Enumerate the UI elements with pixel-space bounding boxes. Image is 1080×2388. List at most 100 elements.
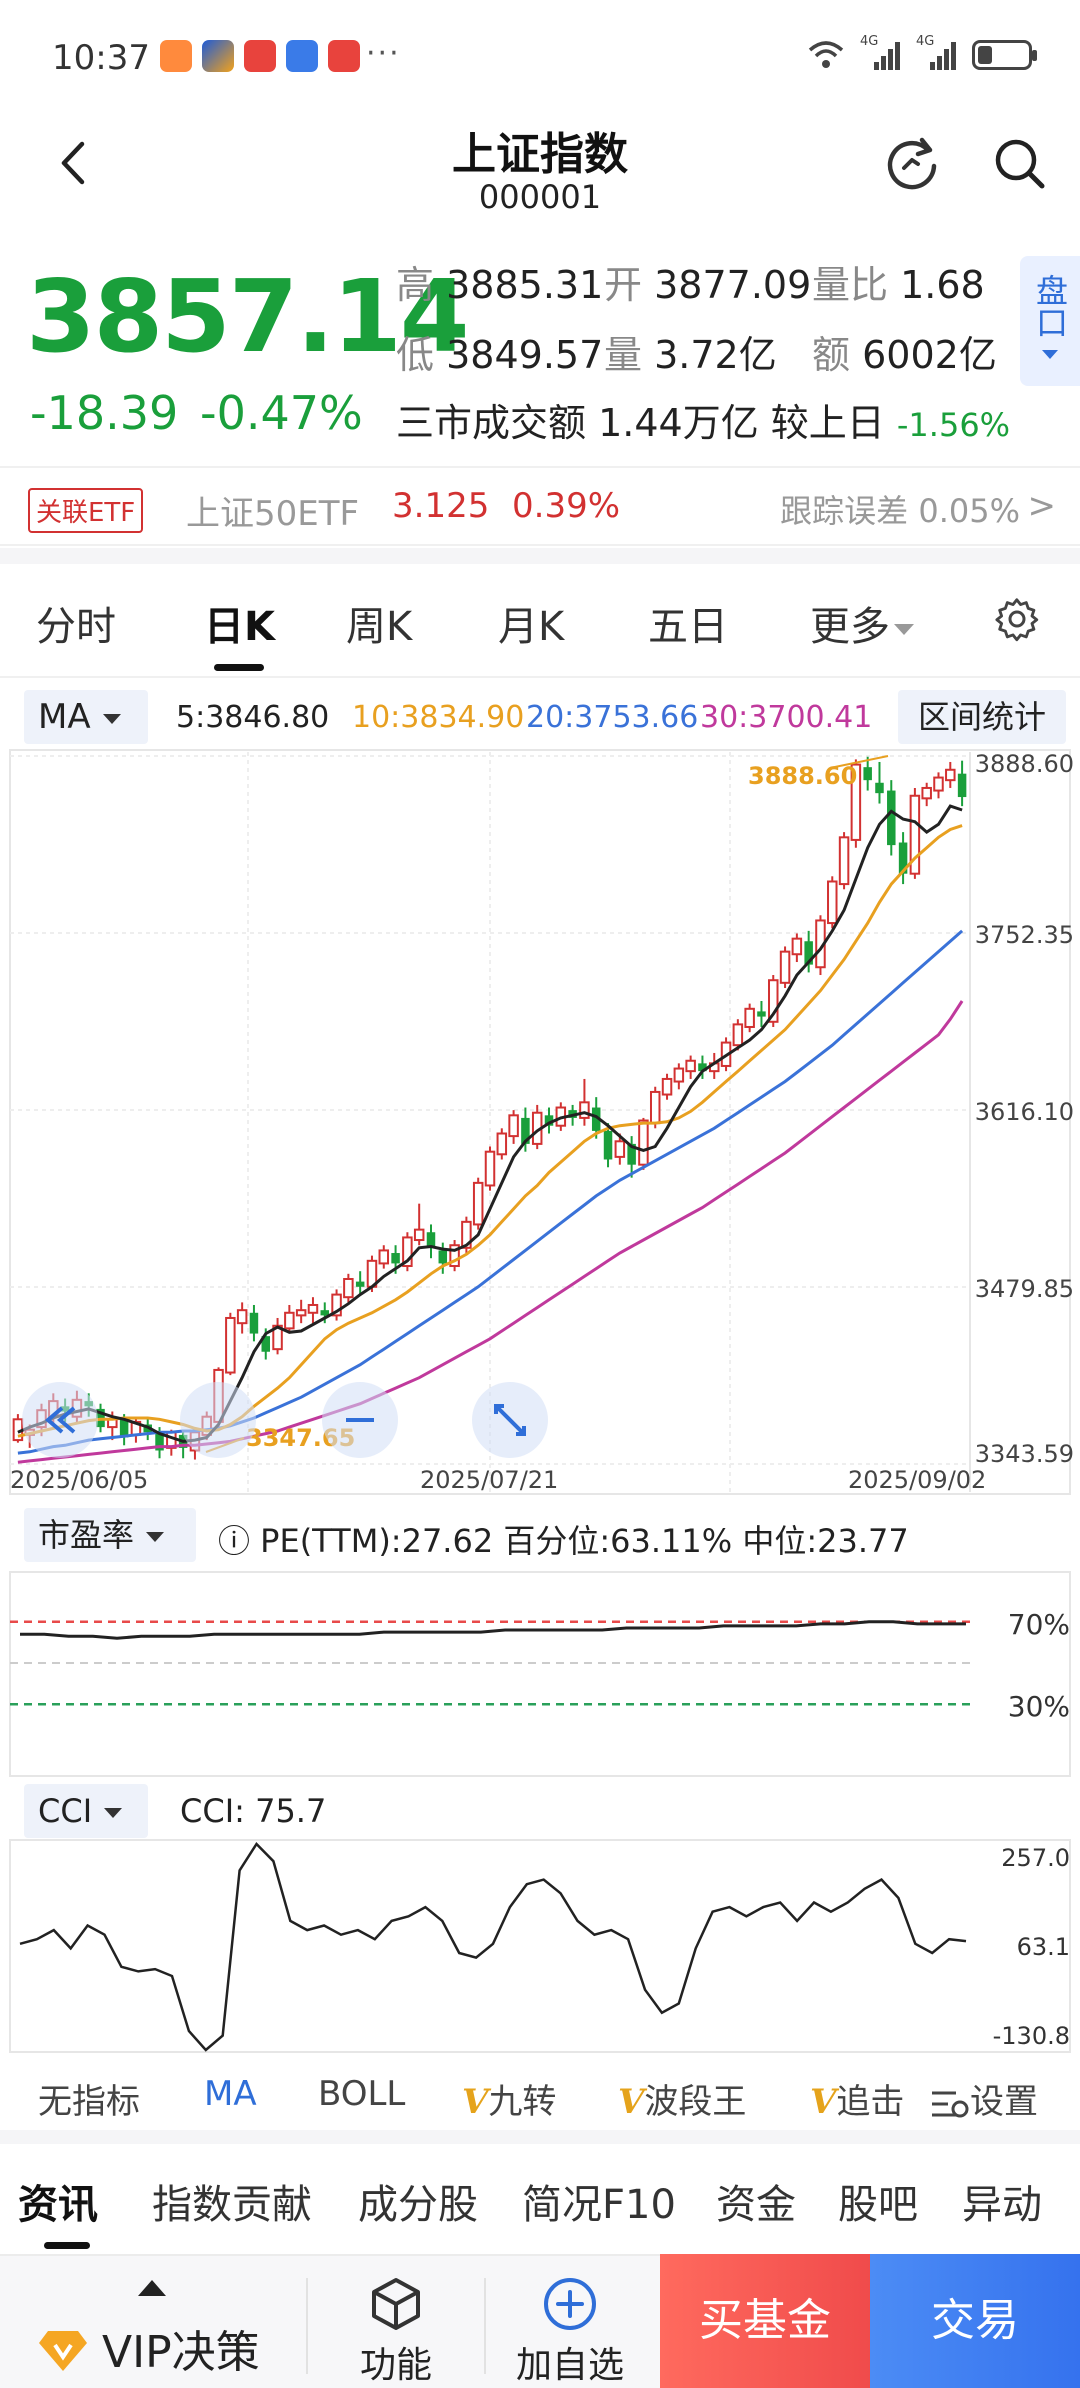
candle	[627, 1136, 636, 1178]
candle	[921, 782, 932, 807]
candle	[249, 1304, 259, 1342]
candle	[449, 1240, 460, 1272]
candle-body	[627, 1143, 636, 1165]
indicator-ma[interactable]: MA	[204, 2074, 257, 2114]
candle-body	[768, 979, 779, 1023]
tab-constituents[interactable]: 成分股	[358, 2182, 478, 2228]
candle	[863, 756, 872, 791]
candle-body	[757, 1011, 766, 1017]
cube-icon[interactable]	[368, 2276, 424, 2332]
fullscreen-button[interactable]	[472, 1382, 548, 1458]
ma10-value: 10:3834.90	[352, 700, 525, 735]
indicator-settings[interactable]: 设置	[930, 2074, 1038, 2123]
tab-weekly-k[interactable]: 周K	[346, 604, 413, 650]
order-book-label: 盘口	[1031, 274, 1069, 338]
add-watchlist-button[interactable]: 加自选	[515, 2345, 624, 2386]
candle-body	[591, 1107, 601, 1131]
cci-indicator-select[interactable]: CCI	[24, 1784, 148, 1838]
candle-body	[320, 1310, 330, 1316]
order-book-button[interactable]: 盘口	[1020, 256, 1080, 386]
candle	[909, 787, 921, 879]
quote-low: 低 3849.57	[396, 324, 603, 379]
candle	[838, 832, 850, 890]
tab-capital[interactable]: 资金	[716, 2182, 796, 2228]
chevron-down-icon	[1042, 350, 1058, 359]
candle-body	[638, 1119, 649, 1166]
cci-value: CCI: 75.7	[180, 1792, 327, 1830]
candle	[295, 1299, 307, 1324]
indicator-jiuzhuan[interactable]: V九转	[462, 2082, 557, 2122]
app-notification-icon	[160, 40, 192, 72]
y-tick-label: 3343.59	[975, 1440, 1074, 1468]
candle	[827, 876, 838, 929]
tab-news[interactable]: 资讯	[18, 2182, 98, 2228]
low-label: 低	[396, 333, 435, 377]
tab-monthly-k[interactable]: 月K	[498, 604, 565, 650]
double-chevron-left-icon	[44, 1406, 76, 1434]
candle-body	[249, 1312, 259, 1334]
tab-forum[interactable]: 股吧	[838, 2182, 918, 2228]
range-stats-button[interactable]: 区间统计	[898, 690, 1066, 744]
tab-more[interactable]: 更多	[810, 594, 914, 652]
tab-index-contribution[interactable]: 指数贡献	[152, 2182, 312, 2228]
indicator-none[interactable]: 无指标	[38, 2082, 140, 2122]
buy-fund-button[interactable]: 买基金	[660, 2254, 870, 2388]
candle	[402, 1232, 413, 1272]
candle	[472, 1177, 484, 1230]
tab-daily-k[interactable]: 日K	[204, 604, 275, 650]
candle	[661, 1073, 673, 1100]
related-etf-row[interactable]: 关联ETF 上证50ETF 3.125 0.39% 跟踪误差 0.05% >	[0, 466, 1080, 546]
expand-icon	[494, 1404, 526, 1436]
back-arrow-icon[interactable]	[52, 138, 92, 188]
etf-percent: 0.39%	[512, 486, 621, 526]
candlestick-chart[interactable]: 3888.603752.353616.103479.853343.592025/…	[0, 748, 1080, 1498]
candle	[531, 1104, 543, 1150]
ma10-line	[17, 824, 963, 1438]
refresh-icon[interactable]	[882, 134, 942, 194]
ma-indicator-select[interactable]: MA	[24, 690, 148, 744]
candle	[284, 1304, 295, 1334]
quote-volume: 量 3.72亿	[604, 324, 777, 379]
tab-intraday[interactable]: 分时	[36, 604, 116, 650]
candle-body	[863, 767, 872, 781]
indicator-zhuiji[interactable]: V追击	[810, 2082, 905, 2122]
candle-body	[343, 1278, 354, 1299]
settings-sliders-icon	[932, 2091, 969, 2117]
cci-tick-label: 63.1	[1017, 1933, 1070, 1961]
battery-icon	[972, 40, 1037, 70]
y-tick-label: 3616.10	[975, 1098, 1074, 1126]
chevron-up-icon[interactable]	[138, 2280, 166, 2296]
candle-body	[284, 1311, 295, 1330]
amount-value: 6002亿	[862, 333, 997, 377]
pe-indicator-select[interactable]: 市盈率	[24, 1508, 196, 1562]
candle	[685, 1055, 696, 1079]
ratio-label: 量比	[812, 263, 889, 307]
indicator-boll[interactable]: BOLL	[318, 2074, 406, 2114]
candle-body	[295, 1309, 307, 1317]
trade-button[interactable]: 交易	[870, 2254, 1080, 2388]
rewind-button[interactable]	[22, 1382, 98, 1458]
add-circle-icon[interactable]	[542, 2276, 598, 2332]
y-tick-label: 3479.85	[975, 1275, 1074, 1303]
candle	[355, 1271, 365, 1295]
candle-body	[472, 1181, 484, 1226]
status-bar: 10:37 ··· 4G 4G	[0, 0, 1080, 110]
status-time: 10:37	[52, 38, 150, 78]
tab-more-label: 更多	[810, 604, 890, 650]
zoom-in-button[interactable]	[180, 1382, 256, 1458]
zoom-out-button[interactable]	[322, 1382, 398, 1458]
search-icon[interactable]	[990, 134, 1050, 194]
function-button[interactable]: 功能	[359, 2345, 432, 2386]
candle-body	[614, 1140, 626, 1158]
vip-decision-button[interactable]: VIP决策	[38, 2316, 260, 2380]
gear-icon[interactable]	[994, 596, 1040, 642]
candle-body	[744, 1007, 755, 1028]
tab-f10-overview[interactable]: 简况F10	[522, 2182, 676, 2228]
candle-body	[378, 1249, 390, 1265]
indicator-boduanwang[interactable]: V波段王	[618, 2082, 747, 2122]
candle-body	[933, 776, 944, 792]
tab-five-day[interactable]: 五日	[648, 604, 728, 650]
tab-movement[interactable]: 异动	[962, 2182, 1042, 2228]
pe-frame	[9, 1571, 1071, 1777]
more-notifications-icon: ···	[366, 36, 401, 71]
